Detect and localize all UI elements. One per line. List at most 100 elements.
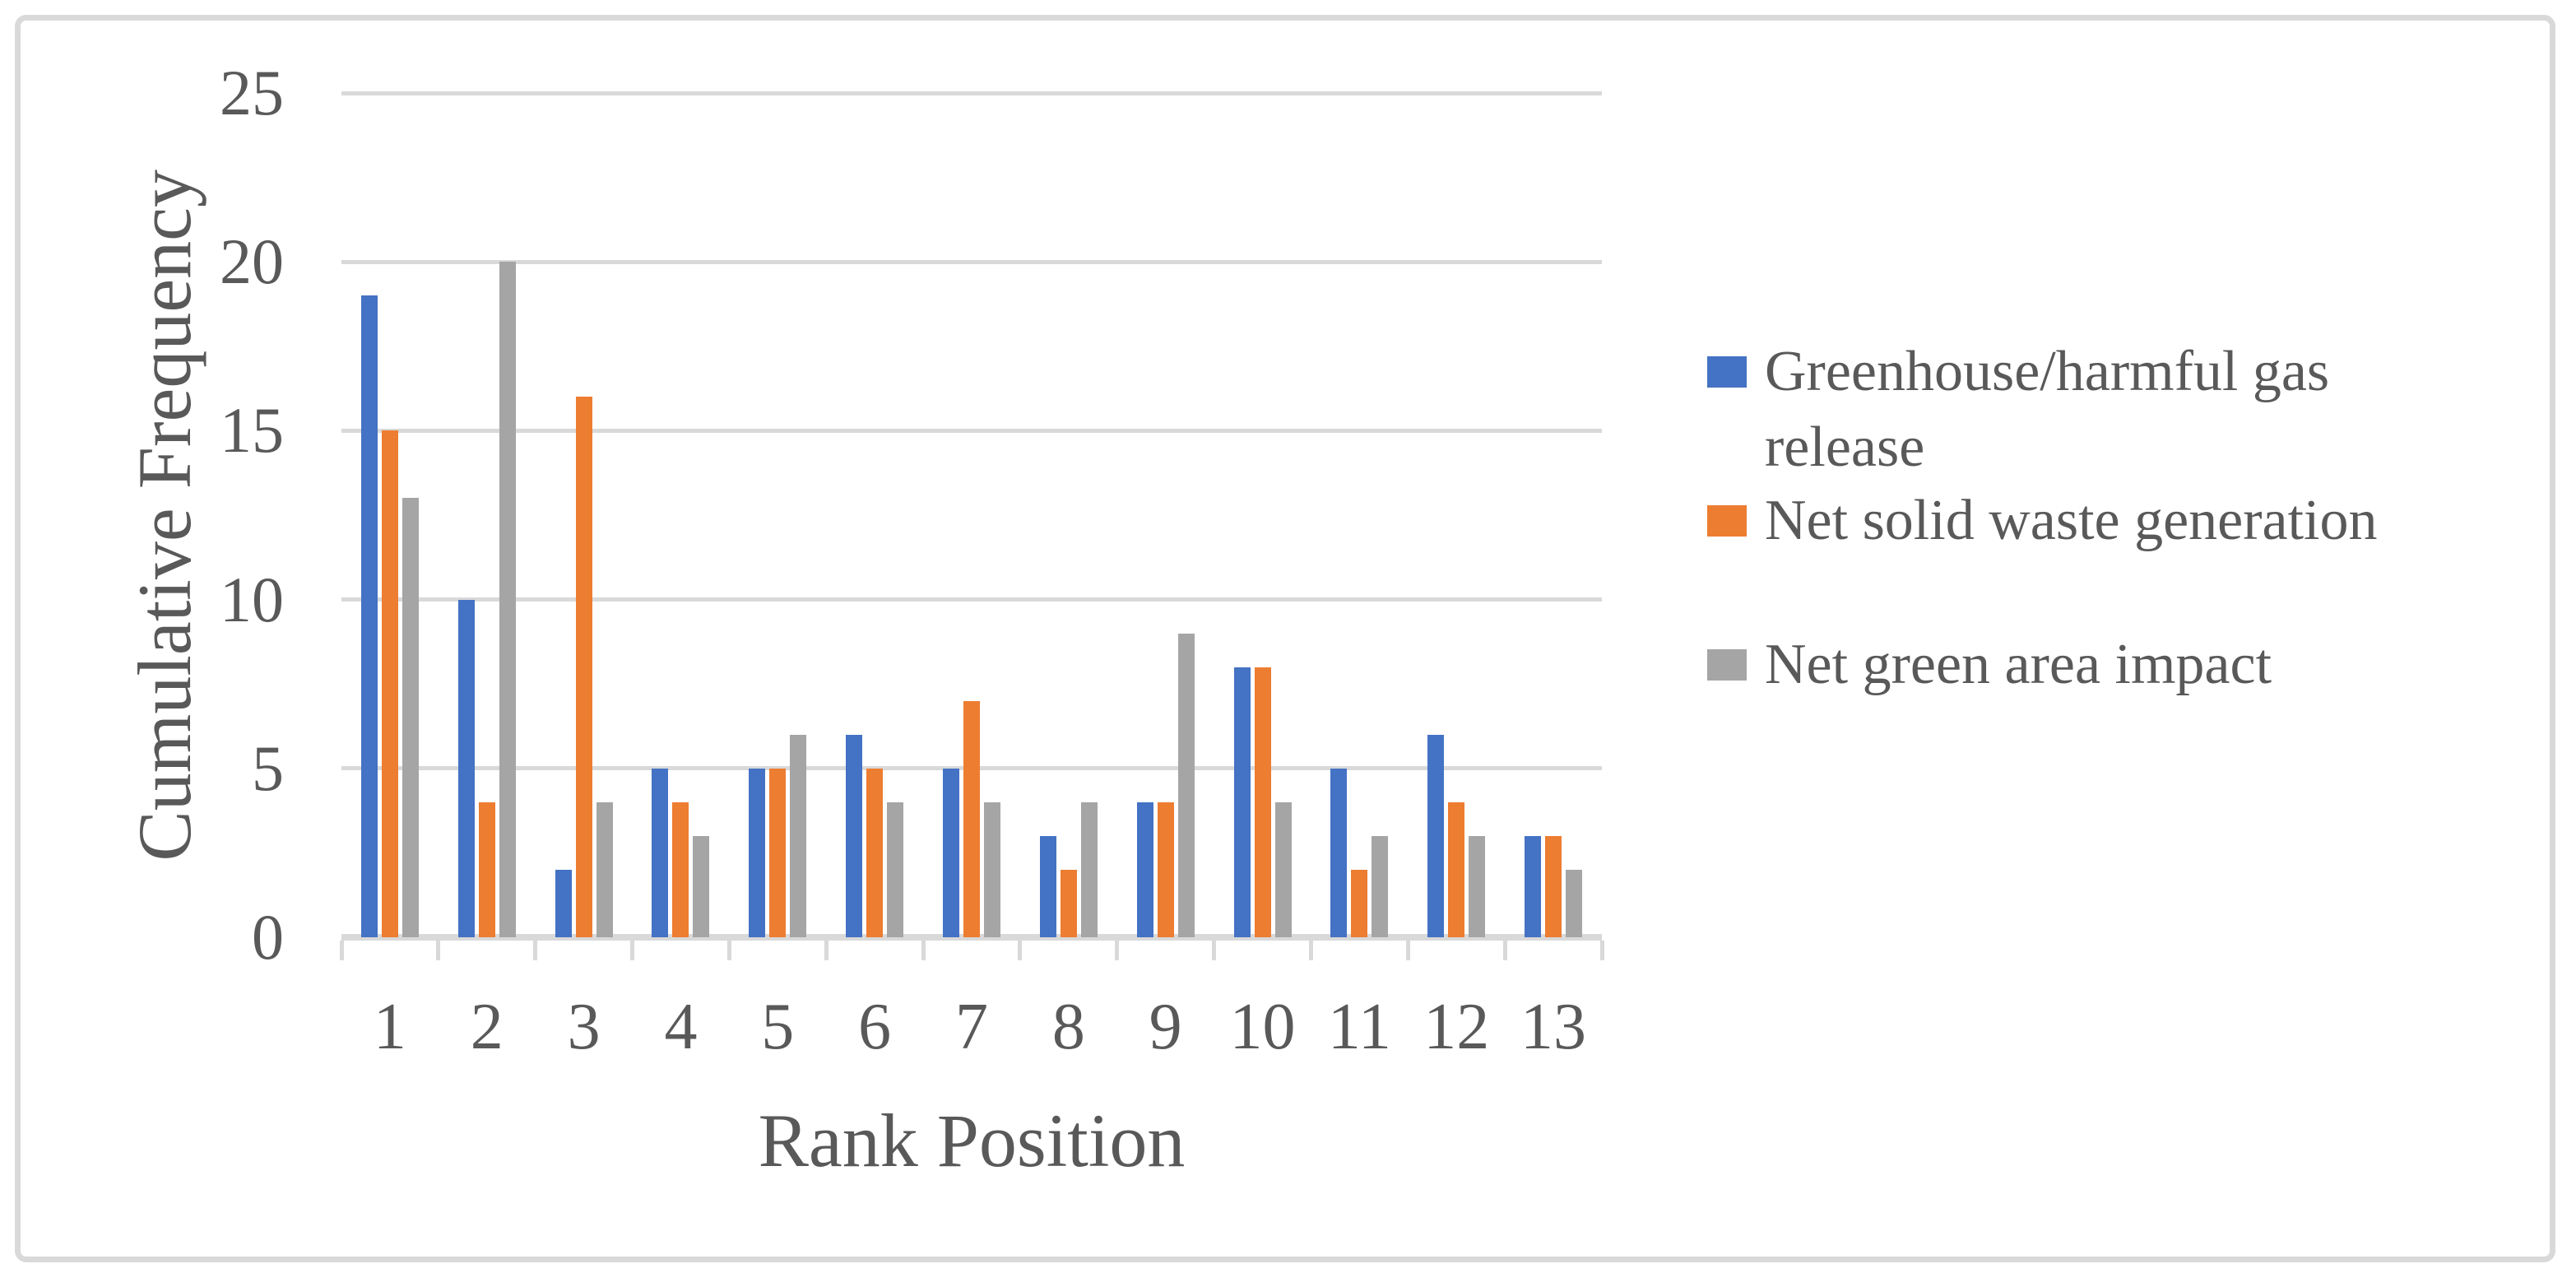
y-tick-label: 25 xyxy=(220,57,284,128)
x-tick-label: 12 xyxy=(1423,991,1490,1063)
x-tick-label: 3 xyxy=(567,991,601,1063)
bar xyxy=(1566,869,1583,937)
bar xyxy=(555,869,572,937)
axis-tick xyxy=(1018,941,1023,960)
axis-tick xyxy=(533,941,538,960)
bar xyxy=(596,801,613,937)
bar xyxy=(1274,801,1292,937)
bar xyxy=(790,734,807,937)
axis-tick xyxy=(1308,941,1313,960)
bar xyxy=(846,734,863,937)
bar xyxy=(1233,667,1251,937)
bar xyxy=(1254,667,1271,937)
figure-border xyxy=(15,15,2555,1262)
bar xyxy=(1157,801,1174,937)
x-tick-label: 5 xyxy=(761,991,795,1063)
bar xyxy=(942,768,959,937)
y-tick-label: 5 xyxy=(252,732,284,804)
bar xyxy=(652,768,669,937)
bar-group xyxy=(1020,93,1117,937)
bar-group xyxy=(1505,93,1602,937)
x-tick-label: 6 xyxy=(858,991,892,1063)
legend-label: Net green area impact xyxy=(1765,633,2272,696)
legend-swatch xyxy=(1707,649,1747,681)
bar xyxy=(1448,801,1465,937)
y-tick-label: 15 xyxy=(220,394,284,467)
axis-tick xyxy=(1599,941,1604,960)
x-tick-label: 11 xyxy=(1327,991,1391,1063)
x-tick-label: 7 xyxy=(954,991,988,1063)
bar-group xyxy=(1408,93,1505,937)
x-tick-labels: 1 2 3 4 5 6 7 8 9 10 11 12 13 xyxy=(341,982,1602,1072)
bar xyxy=(575,397,592,937)
x-tick-label: 13 xyxy=(1520,991,1587,1063)
gridline xyxy=(341,597,1602,602)
x-tick-label: 8 xyxy=(1051,991,1085,1063)
bar-group xyxy=(826,93,923,937)
axis-tick xyxy=(921,941,926,960)
axis-tick xyxy=(1115,941,1120,960)
bar xyxy=(1136,801,1153,937)
bar xyxy=(401,498,419,937)
bar-group xyxy=(1117,93,1214,937)
axis-tick xyxy=(1405,941,1410,960)
bar xyxy=(1177,633,1195,937)
bar-group xyxy=(1311,93,1408,937)
bar xyxy=(1372,835,1389,937)
bar xyxy=(381,430,398,937)
bar xyxy=(1469,835,1486,937)
legend-item: Greenhouse/harmful gas release xyxy=(1707,334,2329,486)
y-tick-label: 10 xyxy=(220,563,284,635)
legend-item: Net solid waste generation xyxy=(1707,483,2378,559)
bar xyxy=(1080,801,1098,937)
y-tick-label: 20 xyxy=(220,225,284,298)
bar xyxy=(866,768,884,937)
y-axis-title-box: Cumulative Frequency xyxy=(86,93,243,937)
bar xyxy=(887,801,904,937)
axis-tick xyxy=(726,941,731,960)
bar-group xyxy=(633,93,730,937)
bar xyxy=(749,768,766,937)
plot-area xyxy=(339,91,1604,960)
bar-group xyxy=(439,93,536,937)
bar xyxy=(963,700,980,937)
x-tick-label: 9 xyxy=(1149,991,1182,1063)
x-tick-label: 10 xyxy=(1229,991,1296,1063)
bar-group xyxy=(1214,93,1311,937)
bar xyxy=(360,295,378,937)
bar xyxy=(672,801,689,937)
gridline xyxy=(341,428,1602,433)
bar xyxy=(1427,734,1445,937)
bar-group xyxy=(536,93,633,937)
bar xyxy=(983,801,1000,937)
bar xyxy=(769,768,787,937)
x-tick-label: 2 xyxy=(470,991,504,1063)
bar-group xyxy=(923,93,1020,937)
legend-swatch xyxy=(1707,356,1747,388)
axis-tick xyxy=(824,941,828,960)
axis-tick xyxy=(339,941,344,960)
bar xyxy=(478,801,495,937)
bar xyxy=(1330,768,1348,937)
axis-tick xyxy=(1212,941,1217,960)
bar xyxy=(1351,869,1368,937)
bar xyxy=(693,835,710,937)
y-tick-label: 0 xyxy=(252,901,284,973)
x-tick-label: 1 xyxy=(373,991,406,1063)
bar xyxy=(1060,869,1077,937)
axis-tick xyxy=(630,941,635,960)
gridline xyxy=(341,259,1602,264)
legend-swatch xyxy=(1707,505,1747,537)
bar xyxy=(1525,835,1542,937)
bar-group xyxy=(341,93,439,937)
axis-tick xyxy=(1502,941,1507,960)
axis-tick xyxy=(436,941,441,960)
x-axis-line xyxy=(341,934,1602,941)
gridline xyxy=(341,91,1602,95)
bars-layer xyxy=(341,93,1602,937)
x-tick-label: 4 xyxy=(664,991,698,1063)
legend-label: Greenhouse/harmful gas release xyxy=(1765,340,2330,479)
legend-item: Net green area impact xyxy=(1707,627,2272,703)
bar xyxy=(499,262,516,937)
